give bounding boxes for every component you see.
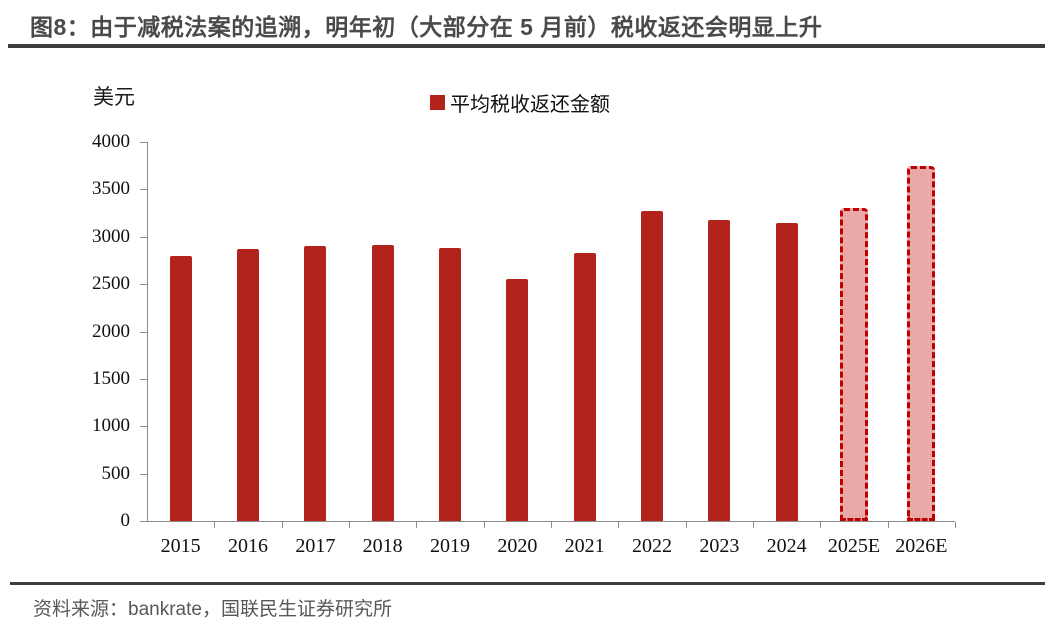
bar-2019 <box>439 248 461 521</box>
y-tick-label: 2500 <box>92 273 130 295</box>
bar-2026E <box>907 165 936 521</box>
x-tick-mark <box>281 522 283 528</box>
y-tick-mark <box>140 331 147 333</box>
x-tick-label: 2026E <box>895 535 948 557</box>
y-tick-label: 1500 <box>92 367 130 389</box>
y-axis-line <box>147 142 148 522</box>
y-tick-label: 4000 <box>92 131 130 152</box>
y-tick-mark <box>140 378 147 380</box>
y-tick-mark <box>140 142 147 143</box>
y-tick-mark <box>140 236 147 238</box>
x-tick-mark <box>820 522 822 528</box>
x-tick-label: 2024 <box>766 535 807 557</box>
bar-chart: 4000 3500 3000 2500 2000 1500 1000 500 0 2015 2016… <box>92 131 956 557</box>
y-tick-mark <box>140 473 147 475</box>
x-tick-label: 2025E <box>827 535 881 557</box>
legend: 平均税收返还金额 <box>430 88 610 117</box>
x-tick-label: 2022 <box>631 535 672 557</box>
bar-2023 <box>708 219 731 521</box>
bar-2015 <box>169 255 192 521</box>
y-tick-mark <box>140 284 147 286</box>
y-tick-label: 0 <box>120 510 131 531</box>
x-tick-label: 2015 <box>160 535 201 557</box>
y-tick-mark <box>140 426 147 428</box>
x-tick-label: 2017 <box>295 535 336 557</box>
x-tick-mark <box>349 522 350 528</box>
x-tick-mark <box>887 522 889 528</box>
x-tick-mark <box>618 522 620 528</box>
x-tick-mark <box>753 522 754 528</box>
y-tick-mark <box>140 521 147 522</box>
source-text: 资料来源：bankrate，国联民生证券研究所 <box>33 599 392 620</box>
y-tick-mark <box>140 189 147 191</box>
x-tick-label: 2023 <box>699 535 740 557</box>
x-tick-mark <box>685 522 687 528</box>
y-tick-label: 2000 <box>92 320 130 342</box>
y-tick-label: 1000 <box>92 415 130 437</box>
legend-marker <box>430 95 445 110</box>
legend-label: 平均税收返还金额 <box>450 94 610 116</box>
bar-2024 <box>775 222 798 521</box>
x-tick-label: 2021 <box>564 535 605 557</box>
bar-2020 <box>506 279 529 521</box>
x-tick-mark <box>955 522 956 528</box>
figure-title: 图8：由于减税法案的追溯，明年初（大部分在 5 月前）税收返还会明显上升 <box>30 14 823 40</box>
footer-divider <box>10 582 1045 585</box>
y-tick-label: 3500 <box>92 178 130 200</box>
x-axis-line <box>147 521 955 522</box>
y-tick-label: 500 <box>101 462 131 484</box>
bar-2017 <box>304 246 327 521</box>
x-tick-label: 2018 <box>362 535 403 557</box>
bar-2018 <box>371 245 394 521</box>
bar-2025E <box>840 208 868 521</box>
x-tick-mark <box>551 522 552 528</box>
x-tick-mark <box>416 522 418 528</box>
x-tick-label: 2019 <box>429 535 470 557</box>
x-tick-mark <box>214 522 216 528</box>
bar-2022 <box>641 211 663 521</box>
title-underline <box>8 44 1045 48</box>
x-tick-mark <box>483 522 485 528</box>
x-tick-label: 2016 <box>227 535 268 557</box>
y-axis-unit-label: 美元 <box>93 85 135 109</box>
bar-2021 <box>573 252 596 521</box>
y-tick-label: 3000 <box>92 225 130 247</box>
bar-2016 <box>237 249 259 521</box>
x-tick-label: 2020 <box>497 535 538 557</box>
